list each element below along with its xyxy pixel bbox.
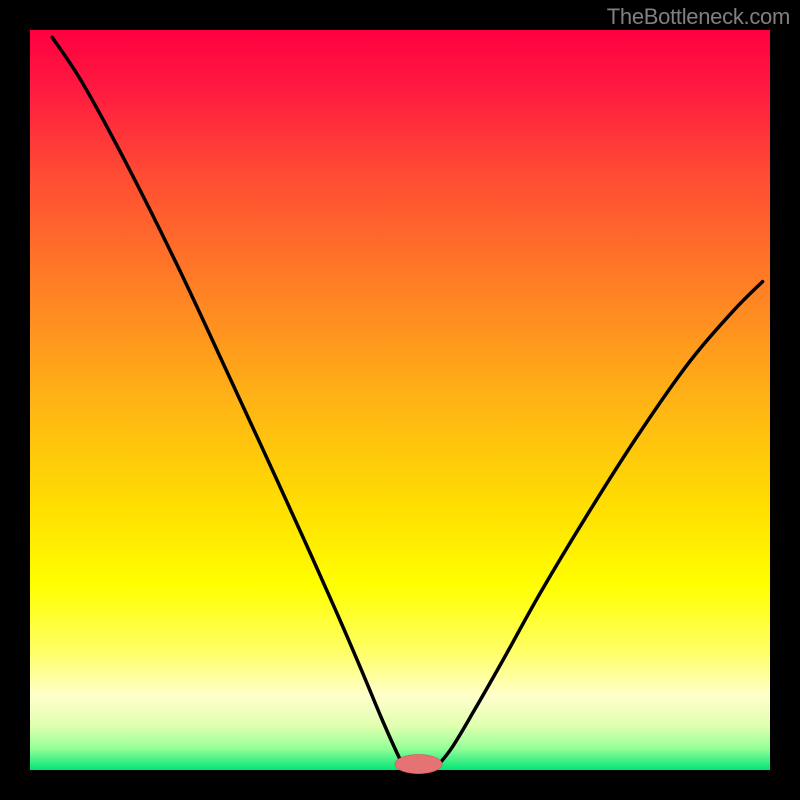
- bottleneck-chart: [0, 0, 800, 800]
- gradient-background: [30, 30, 770, 770]
- optimum-marker: [395, 754, 442, 773]
- watermark-text: TheBottleneck.com: [607, 4, 790, 30]
